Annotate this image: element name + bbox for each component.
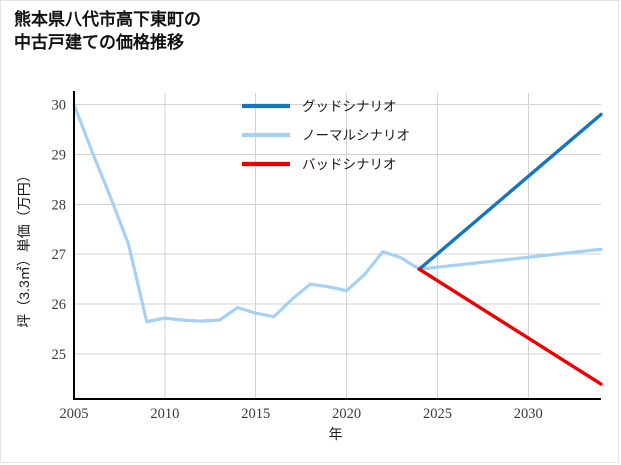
series-line [417,267,603,386]
y-tick-label: 29 [52,147,67,163]
legend-label: ノーマルシナリオ [302,128,410,143]
x-axis-title: 年 [329,426,343,442]
series-line [417,112,603,271]
x-tick-label: 2010 [150,406,179,422]
x-tick-label: 2030 [514,406,543,422]
x-tick-label: 2005 [60,406,89,422]
x-tick-label: 2025 [423,406,452,422]
y-tick-label: 26 [52,297,67,313]
y-tick-label: 30 [52,97,67,113]
x-tick-label: 2015 [241,406,270,422]
y-axis-title: 坪（3.3㎡）単価（万円） [16,168,32,327]
y-tick-label: 25 [52,347,67,363]
series-line [72,102,603,324]
x-tick-label: 2020 [332,406,361,422]
x-tick-labels: 2005 2010 2015 2020 2025 2030 [60,406,543,422]
series-lines [72,102,603,386]
legend-label: グッドシナリオ [302,99,397,114]
legend-label: バッドシナリオ [302,157,397,172]
axis-lines [72,91,601,401]
x-gridlines [164,93,529,399]
y-gridlines [74,103,601,355]
y-tick-label: 28 [52,197,67,213]
y-tick-labels: 25 26 27 28 29 30 [52,97,67,363]
chart-title: 熊本県八代市高下東町の 中古戸建ての価格推移 [14,10,201,52]
y-tick-label: 27 [52,247,67,263]
